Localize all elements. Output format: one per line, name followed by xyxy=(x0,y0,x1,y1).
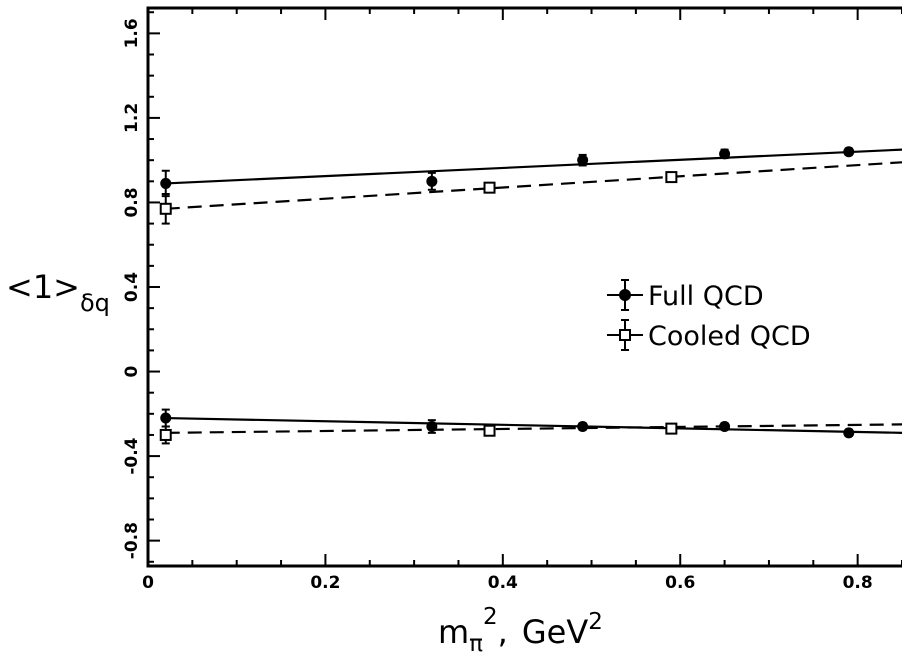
fit-lines xyxy=(165,148,902,434)
legend-marker-cooled-qcd xyxy=(619,329,631,341)
axis-ticks xyxy=(147,8,902,566)
x-tick-label: 0 xyxy=(142,573,154,593)
y-tick-label: 1.6 xyxy=(122,18,142,48)
y-tick-label: 1.2 xyxy=(122,103,142,133)
full-qcd-point xyxy=(160,177,172,189)
cooled-qcd-point xyxy=(483,424,496,437)
full-qcd-point xyxy=(426,175,438,187)
cooled-qcd-point xyxy=(483,181,496,194)
y-tick-label: -0.4 xyxy=(122,437,142,474)
plot-border xyxy=(146,6,902,568)
full-qcd-point xyxy=(843,427,855,439)
legend-label: Full QCD xyxy=(648,281,764,312)
cooled-qcd-point xyxy=(159,428,172,441)
full-qcd-point xyxy=(160,412,172,424)
cooled-qcd-fit-line xyxy=(165,423,902,434)
full-qcd-point xyxy=(843,146,855,158)
cooled-qcd-point xyxy=(665,171,678,184)
y-axis-title: <1>δq xyxy=(6,268,110,317)
full-qcd-fit-line xyxy=(165,148,902,185)
legend: Full QCD Cooled QCD xyxy=(607,279,811,352)
x-tick-label: 0.2 xyxy=(310,573,340,593)
y-tick-label: 0.8 xyxy=(122,187,142,217)
y-tick-label: 0 xyxy=(122,365,142,377)
y-tick-label: -0.8 xyxy=(122,522,142,559)
full-qcd-point xyxy=(577,421,589,432)
legend-marker-full-qcd xyxy=(619,289,631,301)
data-points xyxy=(159,146,855,441)
full-qcd-point xyxy=(719,148,731,160)
x-tick-label: 0.4 xyxy=(488,573,518,593)
tick-labels: 0 0.2 0.4 0.6 0.8 -0.8 -0.4 0 0.4 0.8 1.2 1.6 xyxy=(122,18,873,593)
cooled-qcd-point xyxy=(159,202,172,215)
cooled-qcd-fit-line xyxy=(165,161,902,210)
full-qcd-point xyxy=(719,421,731,432)
full-qcd-point xyxy=(577,154,589,166)
legend-label: Cooled QCD xyxy=(648,321,811,352)
x-tick-label: 0.6 xyxy=(665,573,695,593)
x-tick-label: 0.8 xyxy=(843,573,873,593)
full-qcd-fit-line xyxy=(165,416,902,434)
cooled-qcd-point xyxy=(665,422,678,435)
plot-frame xyxy=(146,6,902,568)
y-tick-label: 0.4 xyxy=(122,272,142,302)
full-qcd-point xyxy=(426,421,438,432)
x-axis-title: mπ2, GeV2 xyxy=(438,604,603,655)
